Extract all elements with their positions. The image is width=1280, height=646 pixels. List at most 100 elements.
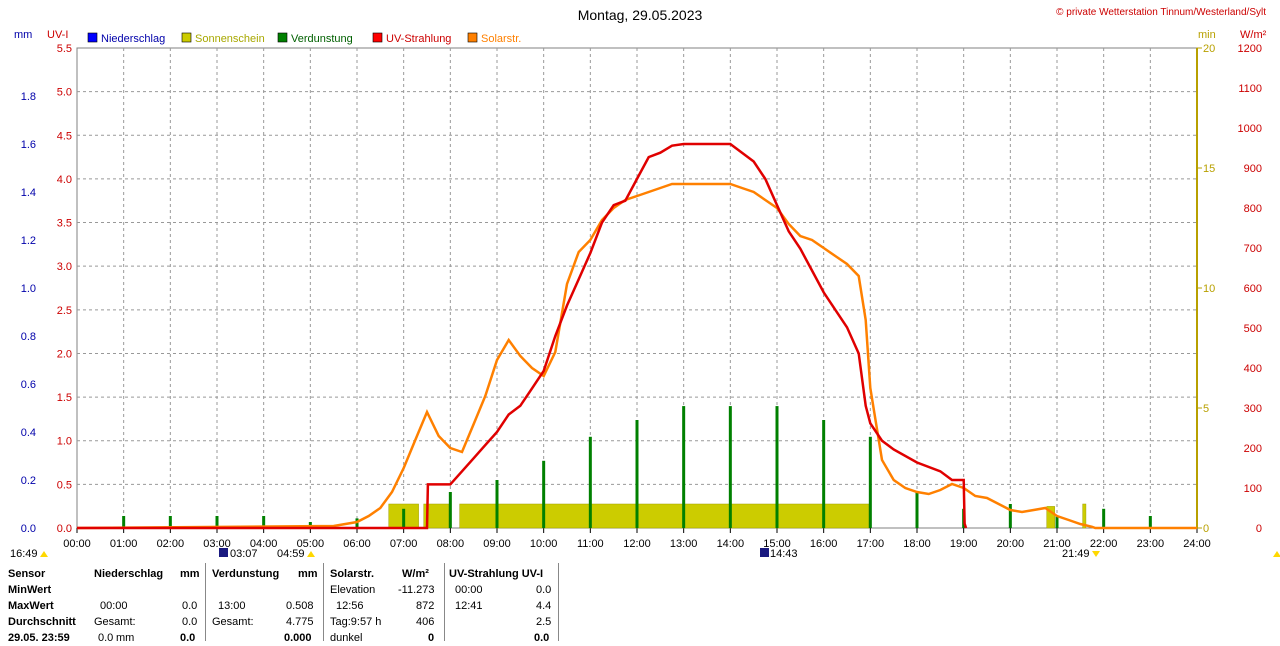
y-mm-tick-label: 0.6 bbox=[21, 379, 36, 391]
x-tick-label: 21:00 bbox=[1043, 538, 1071, 550]
y-mm-tick-label: 0.8 bbox=[21, 331, 36, 343]
marker-sunrise-time: 04:59 bbox=[277, 548, 305, 560]
legend-swatch-4 bbox=[467, 32, 478, 43]
y-uvi-tick-label: 3.5 bbox=[57, 218, 72, 230]
x-tick-label: 16:00 bbox=[810, 538, 838, 550]
y-wm2-tick-label: 400 bbox=[1244, 363, 1262, 375]
y-wm2-tick-label: 100 bbox=[1244, 483, 1262, 495]
evaporation-bar bbox=[122, 516, 126, 528]
evaporation-bar bbox=[402, 508, 406, 528]
sunshine-bar bbox=[1082, 503, 1087, 529]
y-uvi-tick-label: 1.5 bbox=[57, 392, 72, 404]
y-min-tick-label: 0 bbox=[1203, 523, 1209, 535]
verdunstung-unit: mm bbox=[298, 568, 318, 580]
x-tick-label: 09:00 bbox=[483, 538, 511, 550]
solar-series-line bbox=[76, 182, 1197, 530]
uv-series-line bbox=[77, 142, 968, 530]
x-tick-label: 13:00 bbox=[670, 538, 698, 550]
y-uvi-tick-label: 0.5 bbox=[57, 479, 72, 491]
y-wm2-tick-label: 500 bbox=[1244, 323, 1262, 335]
evaporation-bar bbox=[1055, 516, 1059, 528]
y-mm-tick-label: 0.0 bbox=[21, 523, 36, 535]
x-tick-label: 15:00 bbox=[763, 538, 791, 550]
x-tick-label: 05:00 bbox=[297, 538, 325, 550]
verdunstung-last-total: 0.000 bbox=[284, 632, 312, 644]
legend-label-3: UV-Strahlung bbox=[386, 33, 451, 45]
y-mm-tick-label: 1.8 bbox=[21, 91, 36, 103]
y-uvi-tick-label: 0.0 bbox=[57, 523, 72, 535]
uv-max-val: 4.4 bbox=[536, 600, 552, 612]
niederschlag-title: Niederschlag bbox=[94, 568, 164, 580]
x-tick-label: 12:00 bbox=[623, 538, 651, 550]
y-uvi-tick-label: 4.5 bbox=[57, 130, 72, 142]
legend-label-0: Niederschlag bbox=[101, 33, 165, 45]
y-wm2-tick-label: 0 bbox=[1256, 523, 1262, 535]
moon-icon bbox=[219, 548, 228, 557]
legend-swatch-2 bbox=[277, 32, 288, 43]
niederschlag-unit: mm bbox=[180, 568, 200, 580]
row-label-avg: Durchschnitt bbox=[8, 616, 76, 628]
y-wm2-tick-label: 700 bbox=[1244, 243, 1262, 255]
verdunstung-max-val: 0.508 bbox=[286, 600, 314, 612]
legend: Niederschlag Sonnenschein Verdunstung UV-St… bbox=[87, 32, 521, 45]
verdunstung-avg-val: 4.775 bbox=[286, 616, 314, 628]
y-wm2-tick-label: 300 bbox=[1244, 403, 1262, 415]
y-wm2-tick-label: 900 bbox=[1244, 163, 1262, 175]
x-tick-label: 00:00 bbox=[63, 538, 91, 550]
credit-text: © private Wetterstation Tinnum/Westerlan… bbox=[1056, 7, 1266, 18]
evaporation-bar bbox=[682, 406, 686, 528]
x-tick-label: 04:00 bbox=[250, 538, 278, 550]
niederschlag-max-val: 0.0 bbox=[182, 600, 198, 612]
solar-max-val: 872 bbox=[416, 600, 435, 612]
unit-wm2-label: W/m² bbox=[1240, 29, 1267, 41]
solar-min-label: Elevation bbox=[330, 584, 376, 596]
x-tick-label: 07:00 bbox=[390, 538, 418, 550]
solar-unit: W/m² bbox=[402, 568, 429, 580]
stats-divider-4 bbox=[558, 563, 559, 641]
stats-table: Sensor MinWert MaxWert Durchschnitt 29.0… bbox=[0, 563, 560, 644]
axes: 00:00 01:00 02:00 03:00 04:00 05:00 06:00 07:00… bbox=[21, 43, 1262, 550]
time-markers: 16:49 03:07 04:59 14:43 21:49 bbox=[10, 548, 1280, 560]
evaporation-bar bbox=[1008, 504, 1012, 528]
legend-swatch-1 bbox=[181, 32, 192, 43]
y-min-tick-label: 5 bbox=[1203, 403, 1209, 415]
y-uvi-tick-label: 3.0 bbox=[57, 261, 72, 273]
uv-min-time: 00:00 bbox=[455, 584, 483, 596]
solar-avg-label: Tag:9:57 h bbox=[330, 616, 382, 628]
y-uvi-tick-label: 5.0 bbox=[57, 87, 72, 99]
sunrise-icon bbox=[307, 551, 315, 557]
legend-swatch-0 bbox=[87, 32, 98, 43]
y-wm2-tick-label: 1000 bbox=[1238, 123, 1262, 135]
sunshine-bars bbox=[388, 503, 1087, 529]
x-tick-label: 23:00 bbox=[1137, 538, 1165, 550]
evaporation-bar bbox=[448, 492, 452, 528]
y-wm2-tick-label: 800 bbox=[1244, 203, 1262, 215]
y-uvi-tick-label: 5.5 bbox=[57, 43, 72, 55]
x-tick-label: 14:00 bbox=[717, 538, 745, 550]
evaporation-bar bbox=[635, 420, 639, 528]
marker-sunset-time: 21:49 bbox=[1062, 548, 1090, 560]
y-wm2-tick-label: 1200 bbox=[1238, 43, 1262, 55]
niederschlag-avg-label: Gesamt: bbox=[94, 616, 136, 628]
evaporation-bar bbox=[588, 436, 592, 528]
unit-mm-label: mm bbox=[14, 29, 32, 41]
niederschlag-last-total: 0.0 bbox=[180, 632, 196, 644]
y-min-tick-label: 15 bbox=[1203, 163, 1215, 175]
evaporation-bar bbox=[542, 460, 546, 528]
x-tick-label: 19:00 bbox=[950, 538, 978, 550]
solar-title: Solarstr. bbox=[330, 568, 375, 580]
evaporation-bar bbox=[168, 516, 172, 528]
row-label-min: MinWert bbox=[8, 584, 52, 596]
evaporation-bar bbox=[728, 406, 732, 528]
moon-icon bbox=[760, 548, 769, 557]
solar-avg-val: 406 bbox=[416, 616, 435, 628]
y-min-tick-label: 10 bbox=[1203, 283, 1215, 295]
x-tick-label: 02:00 bbox=[157, 538, 185, 550]
niederschlag-last-unit: mm bbox=[116, 632, 135, 644]
uv-last-val: 0.0 bbox=[534, 632, 550, 644]
verdunstung-avg-label: Gesamt: bbox=[212, 616, 254, 628]
niederschlag-max-time: 00:00 bbox=[100, 600, 128, 612]
sun-icon bbox=[1273, 551, 1280, 557]
uv-min-val: 0.0 bbox=[536, 584, 552, 596]
legend-label-2: Verdunstung bbox=[291, 33, 353, 45]
